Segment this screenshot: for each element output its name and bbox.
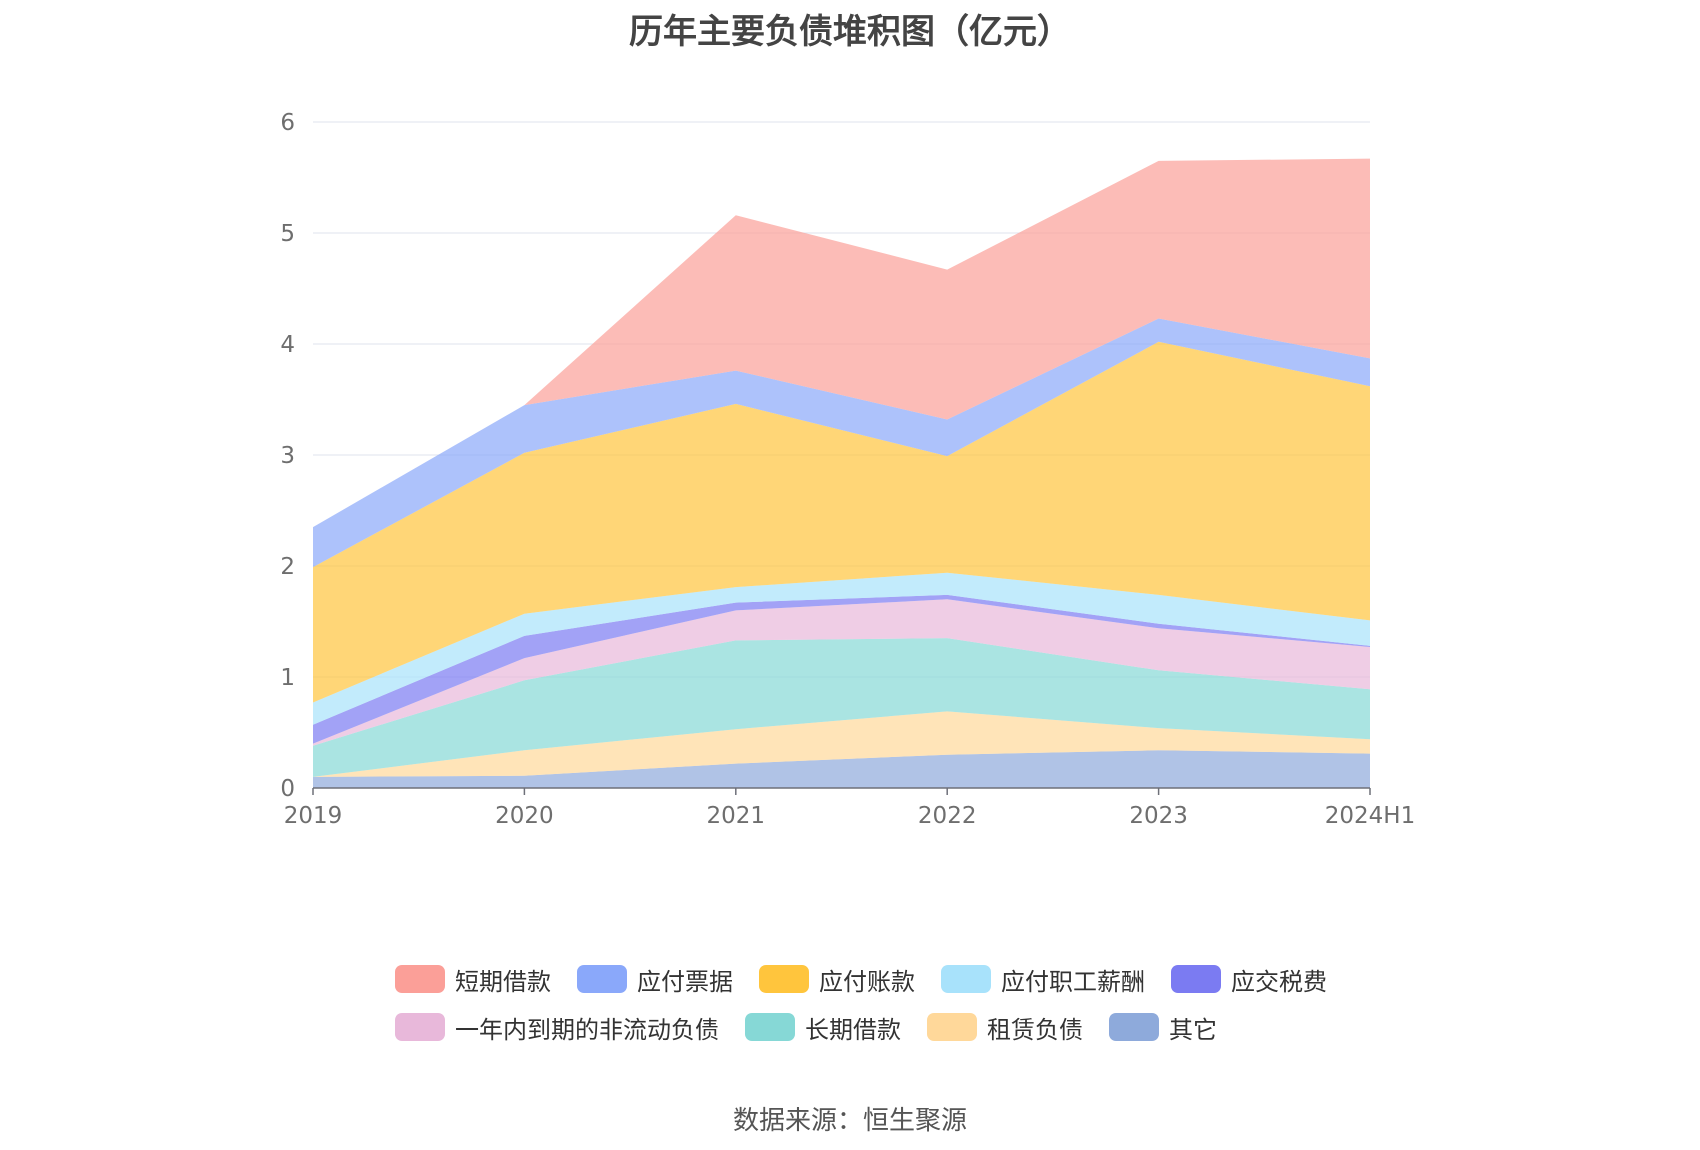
legend-label: 租赁负债 xyxy=(987,1015,1083,1044)
legend-item[interactable]: 短期借款 xyxy=(395,962,551,997)
area-series-3 xyxy=(313,599,1370,746)
area-series xyxy=(313,158,1370,788)
legend-label: 应交税费 xyxy=(1231,967,1327,996)
legend-swatch xyxy=(1171,965,1221,993)
x-tick-label: 2024H1 xyxy=(1325,803,1415,829)
y-tick-label: 0 xyxy=(280,776,295,802)
legend-swatch xyxy=(941,965,991,993)
y-tick-label: 5 xyxy=(280,221,295,247)
legend-swatch xyxy=(1109,1013,1159,1041)
legend-row: 一年内到期的非流动负债 长期借款 租赁负债 其它 xyxy=(395,1003,1395,1051)
legend-row: 短期借款 应付票据 应付账款 应付职工薪酬 应交税费 xyxy=(395,955,1395,1003)
area-series-5 xyxy=(313,572,1370,725)
legend-label: 长期借款 xyxy=(805,1015,901,1044)
legend-label: 应付账款 xyxy=(819,967,915,996)
area-series-1 xyxy=(313,711,1370,777)
chart-title: 历年主要负债堆积图（亿元） xyxy=(629,12,1071,52)
area-series-4 xyxy=(313,594,1370,744)
area-series-2 xyxy=(313,638,1370,777)
legend-item[interactable]: 应付职工薪酬 xyxy=(941,962,1145,997)
legend-item[interactable]: 应付账款 xyxy=(759,962,915,997)
legend-item[interactable]: 其它 xyxy=(1109,1010,1217,1045)
y-tick-label: 3 xyxy=(280,443,295,469)
legend-label: 其它 xyxy=(1169,1015,1217,1044)
y-tick-label: 6 xyxy=(280,110,295,136)
area-series-8 xyxy=(313,158,1370,528)
legend-swatch xyxy=(395,965,445,993)
legend-label: 一年内到期的非流动负债 xyxy=(455,1015,719,1044)
legend-item[interactable]: 长期借款 xyxy=(745,1010,901,1045)
legend-label: 应付职工薪酬 xyxy=(1001,967,1145,996)
x-axis xyxy=(312,787,1371,795)
area-series-6 xyxy=(313,341,1370,703)
x-tick-label: 2021 xyxy=(707,803,766,829)
legend-label: 应付票据 xyxy=(637,967,733,996)
legend-item[interactable]: 应交税费 xyxy=(1171,962,1327,997)
y-tick-label: 1 xyxy=(280,665,295,691)
area-series-7 xyxy=(313,318,1370,568)
x-tick-label: 2023 xyxy=(1129,803,1188,829)
legend-item[interactable]: 应付票据 xyxy=(577,962,733,997)
legend: 短期借款 应付票据 应付账款 应付职工薪酬 应交税费一年内到期的非流动负债 长期借款 租赁负… xyxy=(395,955,1395,1051)
legend-swatch xyxy=(745,1013,795,1041)
data-source: 数据来源：恒生聚源 xyxy=(732,1106,967,1136)
legend-swatch xyxy=(927,1013,977,1041)
legend-item[interactable]: 一年内到期的非流动负债 xyxy=(395,1010,719,1045)
legend-swatch xyxy=(759,965,809,993)
legend-swatch xyxy=(577,965,627,993)
tick-labels: 0 1 2 3 4 5 6 2019 2020 2021 2022 2023 2024H1 xyxy=(280,110,1415,829)
x-tick-label: 2022 xyxy=(918,803,977,829)
x-tick-label: 2020 xyxy=(495,803,554,829)
y-tick-label: 2 xyxy=(280,554,295,580)
x-tick-label: 2019 xyxy=(284,803,343,829)
area-series-0 xyxy=(313,750,1370,788)
y-tick-label: 4 xyxy=(280,332,295,358)
legend-label: 短期借款 xyxy=(455,967,551,996)
legend-item[interactable]: 租赁负债 xyxy=(927,1010,1083,1045)
legend-swatch xyxy=(395,1013,445,1041)
